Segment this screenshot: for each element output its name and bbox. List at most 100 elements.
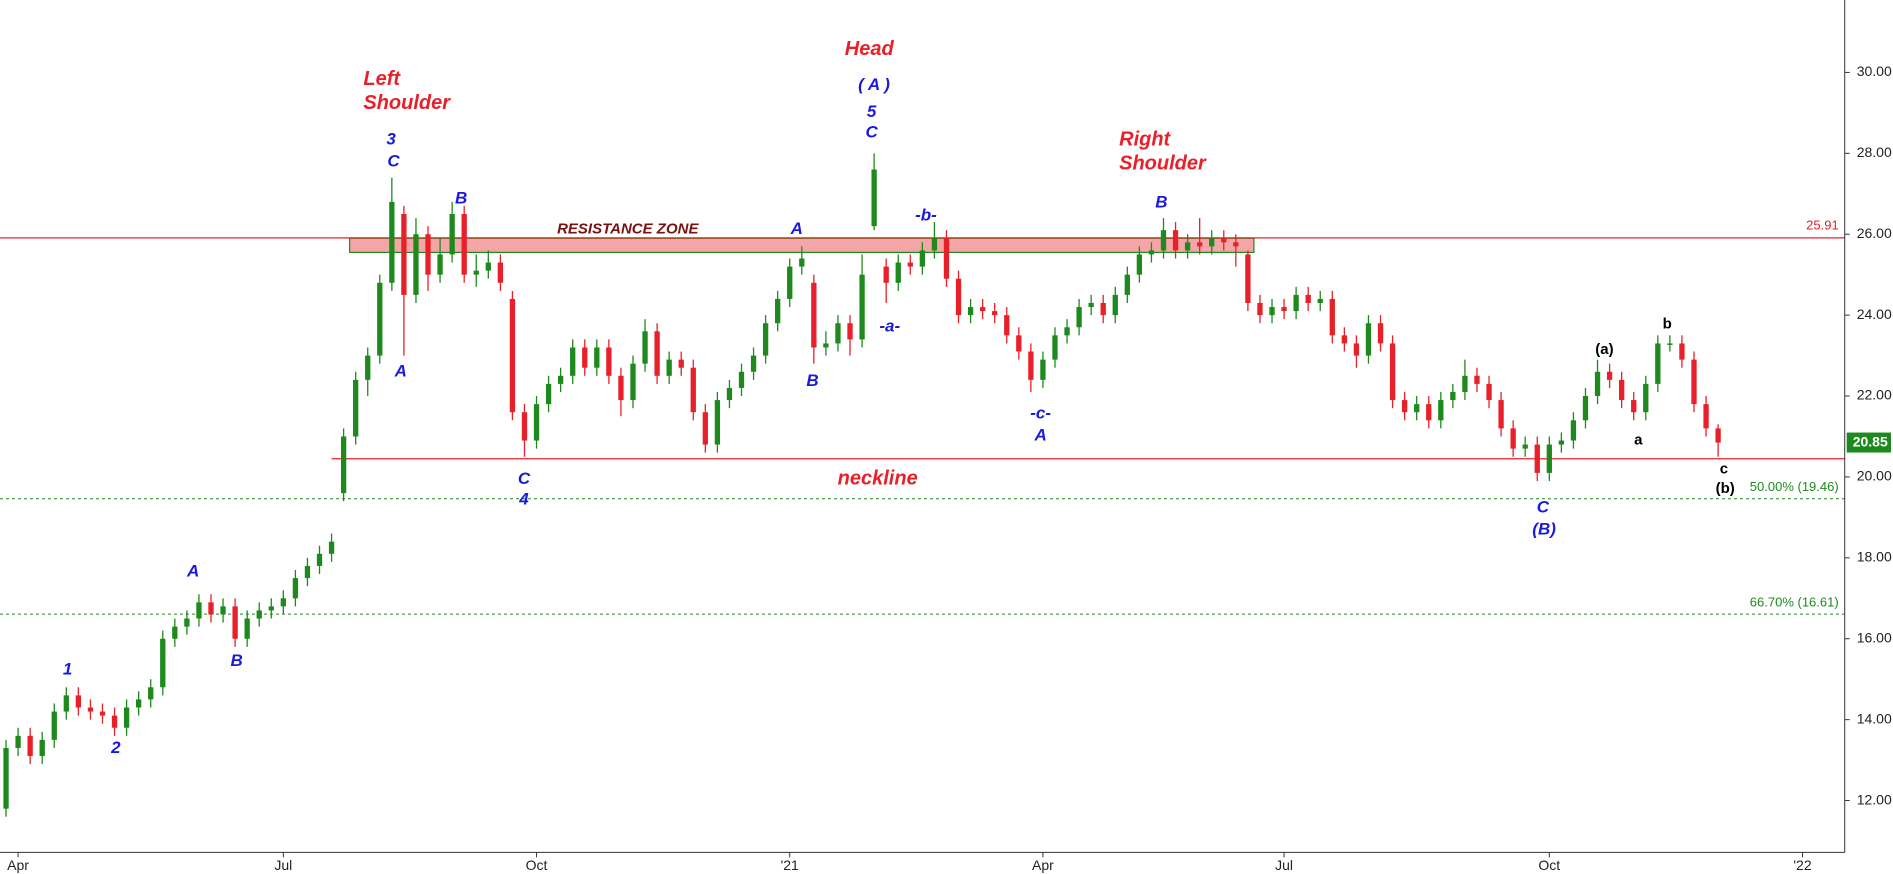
wave-label: b	[1663, 316, 1672, 333]
candle-body	[136, 699, 142, 708]
x-tick-label: Jul	[274, 857, 292, 873]
y-tick-label: 18.00	[1857, 549, 1892, 565]
wave-label: 3	[386, 130, 396, 149]
wave-label: -b-	[915, 206, 937, 225]
level-label: 50.00% (19.46)	[1750, 479, 1839, 494]
candle-body	[449, 213, 455, 255]
candle-body	[1474, 375, 1480, 384]
candle-body	[1100, 302, 1106, 316]
candle-body	[1691, 359, 1697, 405]
candle-body	[883, 266, 889, 283]
wave-label: (b)	[1716, 480, 1735, 497]
wave-label: A	[790, 219, 803, 238]
candle-body	[690, 367, 696, 413]
candle-body	[1450, 391, 1456, 401]
candle-body	[1269, 307, 1275, 316]
candle-body	[1414, 404, 1420, 413]
wave-label: 2	[110, 738, 121, 757]
wave-label: Left	[363, 68, 401, 90]
last-price-label: 20.85	[1853, 433, 1888, 449]
x-tick-label: Oct	[526, 857, 548, 873]
candle-body	[582, 347, 588, 368]
candle-body	[642, 331, 648, 364]
candle-body	[15, 735, 21, 748]
candle-body	[184, 618, 190, 627]
wave-label: 5	[867, 102, 877, 121]
candle-body	[99, 711, 106, 716]
candle-body	[1209, 238, 1215, 247]
candle-body	[618, 375, 624, 401]
candle-body	[389, 201, 395, 283]
y-tick-label: 24.00	[1857, 306, 1892, 322]
y-tick-label: 26.00	[1857, 225, 1892, 241]
wave-label: C	[1537, 498, 1550, 517]
candle-body	[1172, 230, 1179, 251]
wave-label: Shoulder	[363, 92, 451, 114]
candle-body	[666, 359, 672, 376]
candle-body	[678, 359, 684, 368]
x-tick-label: Jul	[1275, 857, 1293, 873]
candle-body	[1510, 428, 1516, 449]
candle-body	[943, 238, 950, 279]
candle-body	[160, 638, 166, 688]
candle-body	[244, 618, 250, 639]
candle-body	[1594, 371, 1601, 397]
candle-body	[992, 311, 998, 316]
candle-body	[1522, 444, 1528, 449]
candle-body	[413, 234, 419, 295]
candle-body	[1534, 444, 1540, 473]
candle-body	[340, 436, 347, 494]
candle-body	[401, 213, 407, 295]
candle-body	[967, 307, 974, 316]
x-tick-label: '21	[781, 857, 799, 873]
wave-label: -a-	[879, 317, 900, 336]
candle-body	[1040, 359, 1046, 380]
wave-label: a	[1634, 432, 1643, 449]
candle-body	[702, 412, 708, 445]
candle-body	[1558, 440, 1565, 445]
candle-body	[594, 347, 600, 368]
wave-label: (a)	[1595, 341, 1613, 358]
candle-body	[979, 307, 986, 312]
candle-body	[1052, 335, 1058, 360]
candle-body	[545, 383, 552, 405]
candle-body	[1570, 420, 1577, 441]
candle-body	[1257, 302, 1263, 316]
candle-body	[1317, 298, 1323, 303]
wave-label: ( A )	[858, 75, 890, 94]
wave-label: A	[1034, 425, 1047, 444]
candle-body	[521, 412, 528, 441]
candle-body	[955, 278, 962, 316]
candle-body	[1655, 343, 1661, 384]
candle-body	[27, 735, 33, 757]
candle-body	[714, 400, 721, 445]
candle-body	[1401, 400, 1408, 413]
candle-body	[907, 262, 913, 267]
candle-body	[1438, 400, 1444, 421]
candle-body	[461, 213, 467, 275]
wave-label: B	[1155, 192, 1167, 211]
candle-body	[304, 565, 311, 579]
y-tick-label: 14.00	[1857, 710, 1892, 726]
candle-body	[473, 270, 479, 275]
wave-label: A	[186, 562, 199, 581]
candle-body	[328, 541, 335, 554]
candle-body	[208, 602, 214, 615]
candle-body	[1329, 298, 1335, 336]
candle-body	[1389, 343, 1396, 401]
candle-body	[75, 695, 82, 708]
candle-body	[425, 234, 431, 275]
candle-body	[172, 626, 178, 639]
candle-body	[630, 363, 636, 401]
x-tick-label: Apr	[7, 857, 29, 873]
candle-body	[1462, 375, 1468, 392]
candle-body	[1426, 404, 1432, 421]
x-tick-label: '22	[1793, 857, 1811, 873]
candle-body	[1715, 428, 1721, 443]
candle-body	[497, 262, 504, 283]
candle-body	[1377, 323, 1384, 344]
wave-label: C	[518, 469, 531, 488]
candle-body	[1293, 294, 1299, 312]
candle-body	[1112, 294, 1118, 316]
